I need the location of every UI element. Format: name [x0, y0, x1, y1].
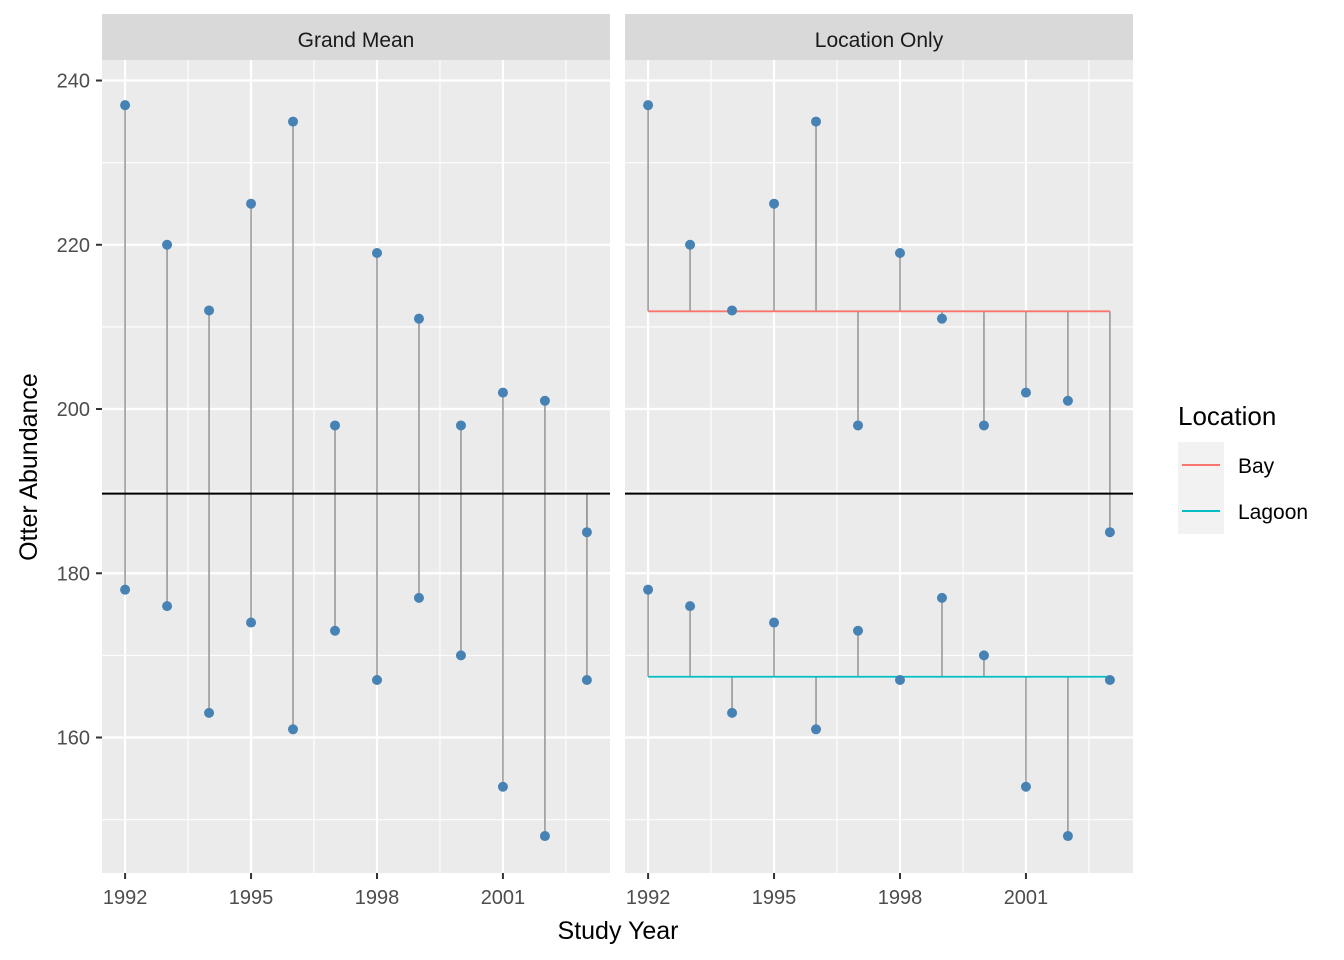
data-point — [853, 625, 864, 636]
facet-strip-label: Location Only — [815, 29, 944, 52]
data-point — [853, 420, 864, 431]
data-point — [539, 395, 550, 406]
panel-background — [625, 60, 1133, 873]
y-tick-label: 200 — [57, 399, 90, 421]
legend-label-lagoon: Lagoon — [1238, 501, 1308, 524]
data-point — [643, 584, 654, 595]
facet-strip — [102, 14, 610, 60]
data-point — [371, 675, 382, 686]
panel-background — [102, 60, 610, 873]
y-tick-label: 220 — [57, 235, 90, 257]
data-point — [685, 239, 696, 250]
data-point — [1020, 387, 1031, 398]
data-point — [204, 305, 215, 316]
panel-1: Grand Mean 1992 1995 1998 2001 — [102, 14, 610, 909]
data-point — [120, 584, 131, 595]
data-point — [894, 675, 905, 686]
data-point — [581, 527, 592, 538]
data-point — [685, 601, 696, 612]
data-point — [497, 387, 508, 398]
panels-layer: Grand Mean 1992 1995 1998 2001 Location Only 1… — [102, 14, 1133, 909]
data-point — [162, 239, 173, 250]
data-point — [455, 420, 466, 431]
facet-strip — [625, 14, 1133, 60]
legend: Location Bay Lagoon — [1178, 401, 1308, 534]
data-point — [643, 100, 654, 111]
x-tick-label: 1998 — [878, 887, 923, 909]
x-tick-label: 1992 — [626, 887, 671, 909]
data-point — [288, 116, 299, 127]
x-axis-title: Study Year — [558, 917, 679, 945]
data-point — [978, 650, 989, 661]
x-tick-label: 1995 — [752, 887, 797, 909]
y-axis: 160 180 200 220 240 — [57, 71, 102, 750]
data-point — [811, 116, 822, 127]
data-point — [727, 707, 738, 718]
legend-label-bay: Bay — [1238, 455, 1275, 478]
data-point — [936, 313, 947, 324]
data-point — [120, 100, 131, 111]
y-tick-label: 180 — [57, 563, 90, 585]
x-tick-label: 2001 — [1004, 887, 1049, 909]
data-point — [936, 592, 947, 603]
data-point — [539, 831, 550, 842]
data-point — [811, 724, 822, 735]
data-point — [162, 601, 173, 612]
x-tick-label: 2001 — [481, 887, 526, 909]
data-point — [246, 617, 257, 628]
y-axis-title: Otter Abundance — [15, 373, 43, 561]
data-point — [413, 592, 424, 603]
data-point — [978, 420, 989, 431]
data-point — [330, 625, 341, 636]
data-point — [1062, 831, 1073, 842]
data-point — [1104, 527, 1115, 538]
data-point — [1104, 675, 1115, 686]
data-point — [330, 420, 341, 431]
data-point — [769, 198, 780, 209]
data-point — [204, 707, 215, 718]
panel-2: Location Only 1992 1995 1998 2001 — [625, 14, 1133, 909]
data-point — [371, 247, 382, 258]
data-point — [1062, 395, 1073, 406]
data-point — [246, 198, 257, 209]
x-tick-label: 1995 — [229, 887, 274, 909]
legend-title: Location — [1178, 401, 1276, 431]
x-tick-label: 1998 — [355, 887, 400, 909]
data-point — [727, 305, 738, 316]
data-point — [581, 675, 592, 686]
data-point — [894, 247, 905, 258]
data-point — [288, 724, 299, 735]
data-point — [497, 781, 508, 792]
data-point — [1020, 781, 1031, 792]
data-point — [769, 617, 780, 628]
x-tick-label: 1992 — [103, 887, 148, 909]
facet-strip-label: Grand Mean — [298, 29, 415, 52]
data-point — [413, 313, 424, 324]
data-point — [455, 650, 466, 661]
y-tick-label: 240 — [57, 71, 90, 93]
y-tick-label: 160 — [57, 728, 90, 750]
